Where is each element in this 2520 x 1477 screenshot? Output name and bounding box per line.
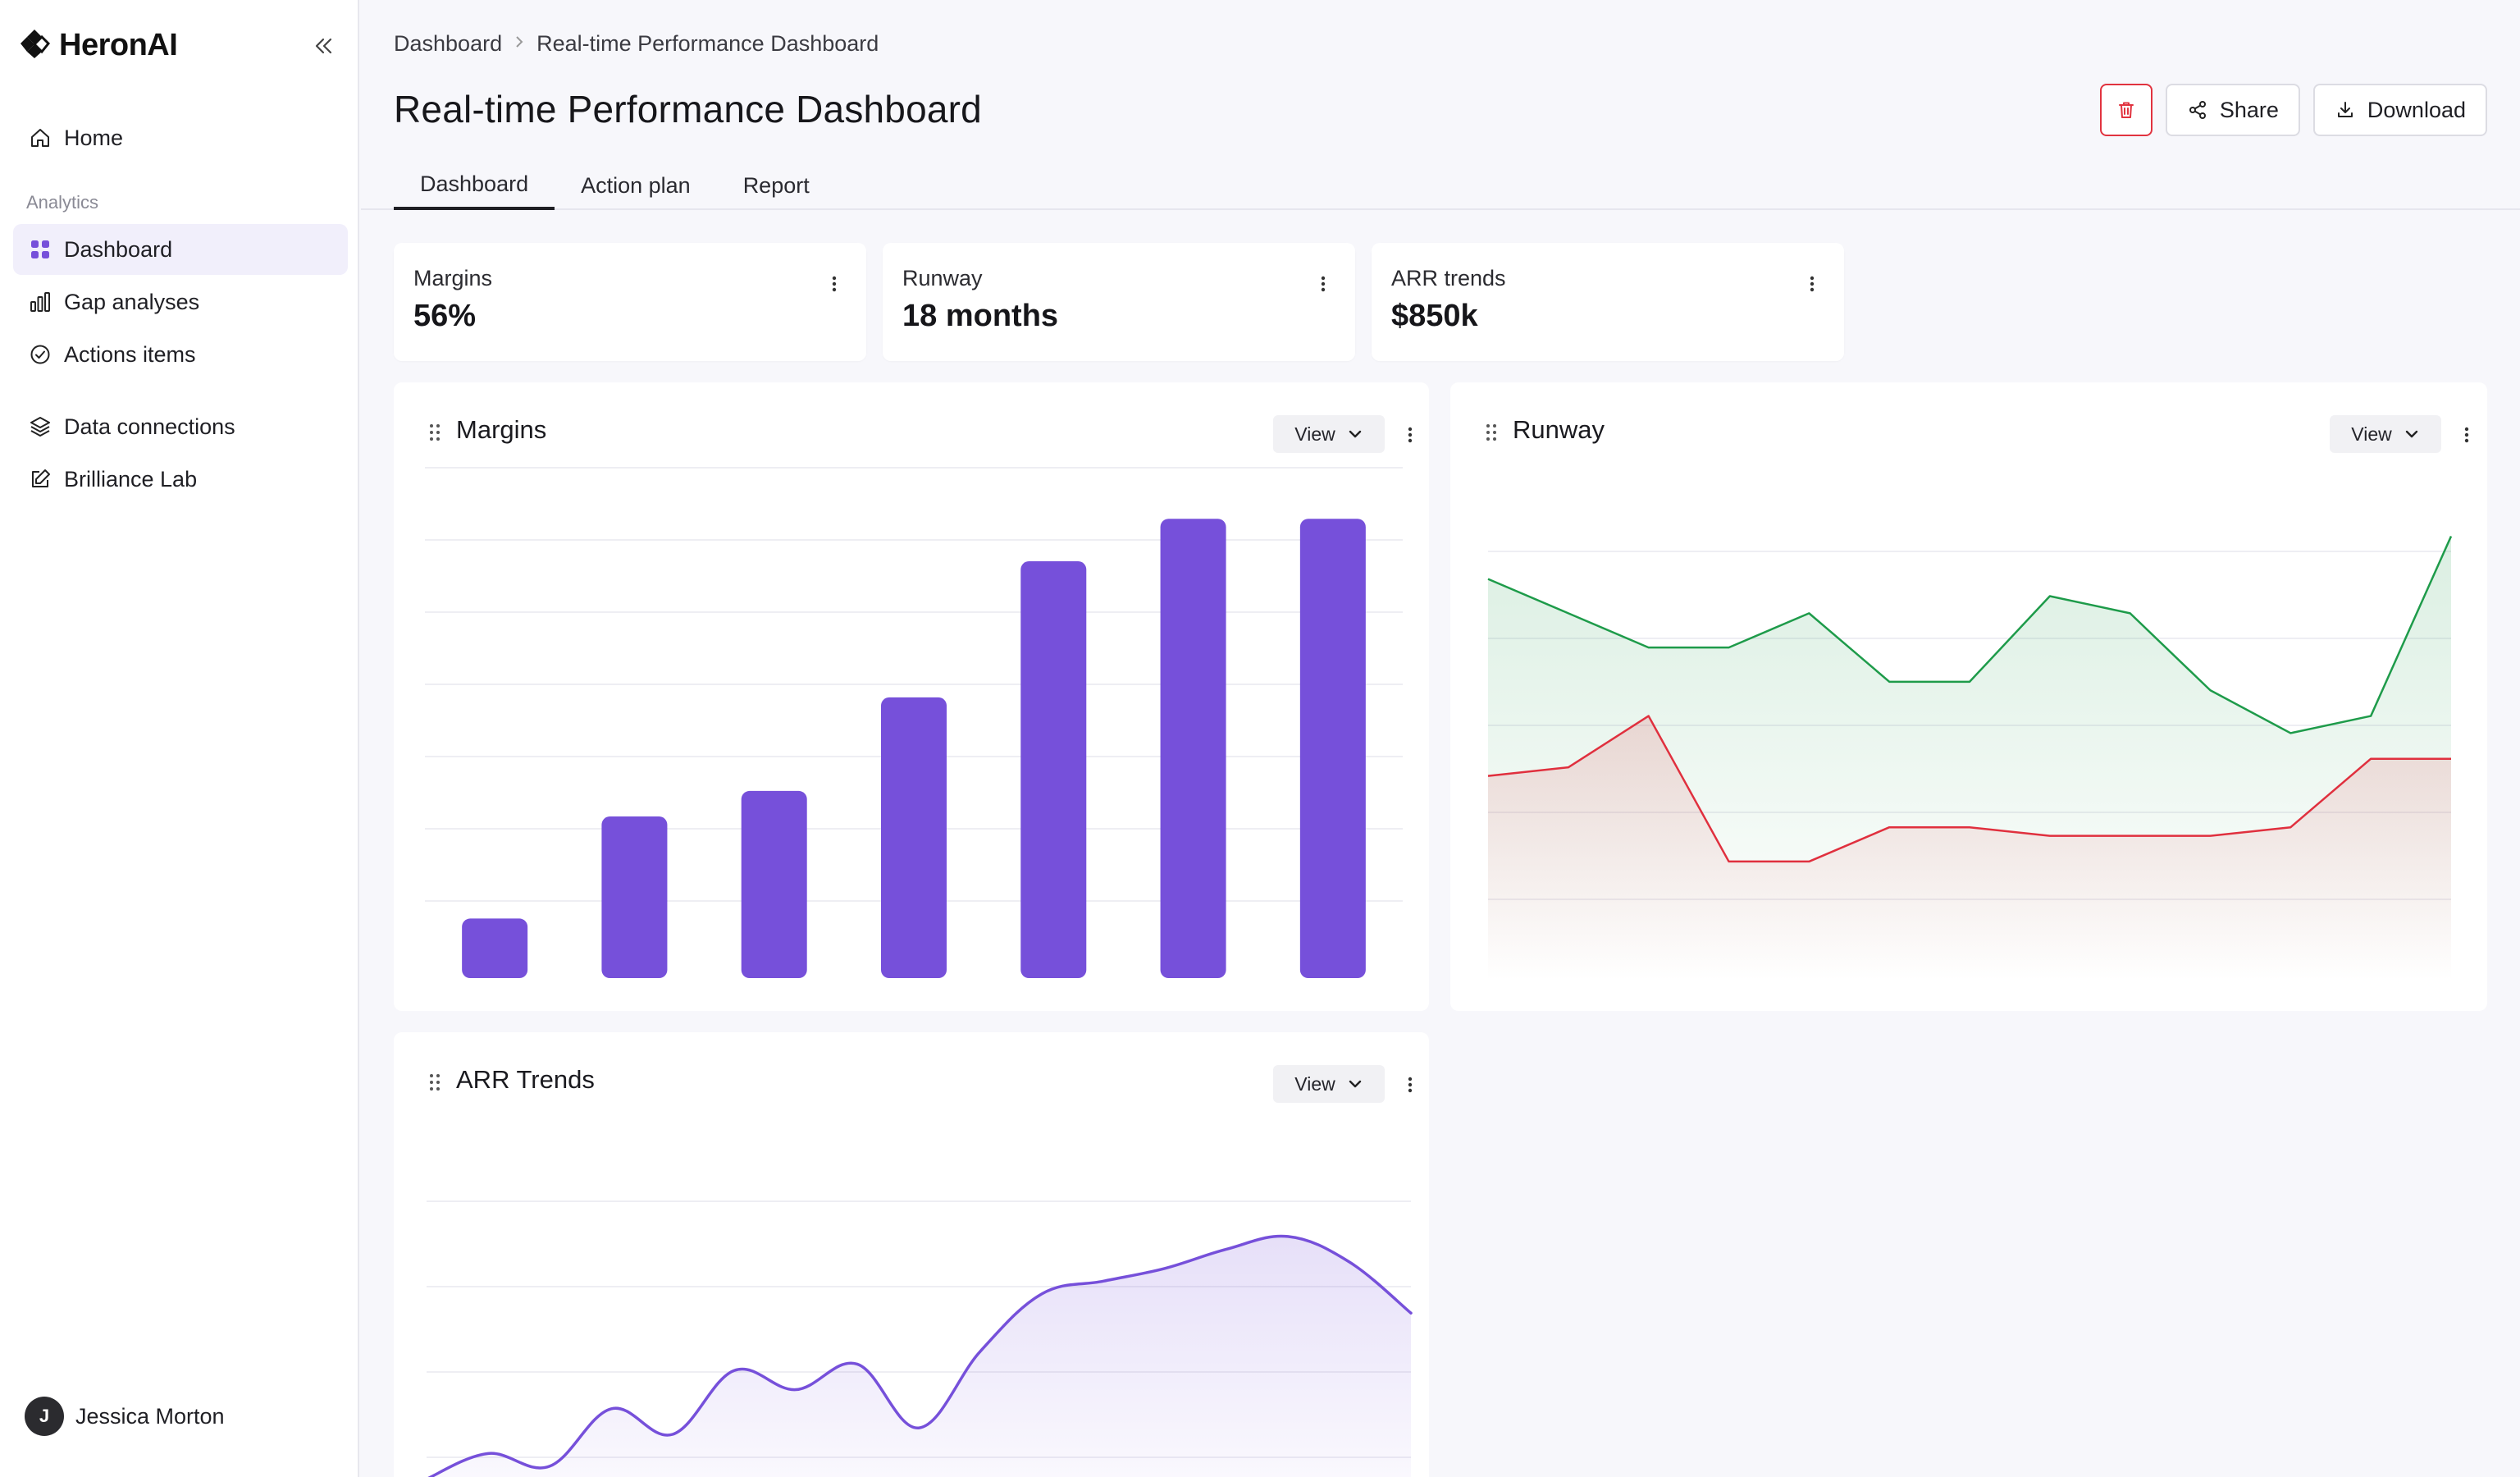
grid-icon: [31, 240, 49, 258]
brand[interactable]: HeronAI: [18, 25, 178, 66]
bar: [462, 918, 528, 978]
share-label: Share: [2219, 97, 2279, 122]
sidebar-item-gap-analyses[interactable]: Gap analyses: [13, 277, 348, 327]
tab-action-plan[interactable]: Action plan: [581, 172, 691, 198]
more-vertical-icon[interactable]: [1398, 418, 1422, 451]
drag-handle-icon[interactable]: [1483, 420, 1500, 445]
view-dropdown[interactable]: View: [1273, 1065, 1385, 1103]
sidebar-item-dashboard[interactable]: Dashboard: [13, 224, 348, 275]
bar-chart-icon: [30, 292, 50, 312]
layers-icon: [30, 417, 50, 437]
bar: [1160, 519, 1226, 978]
home-icon: [31, 129, 49, 147]
kpi-card-margins[interactable]: Margins 56%: [394, 243, 866, 361]
chart-card-arr-trends: ARR Trends View: [394, 1032, 1429, 1477]
kpi-value: $850k: [1391, 299, 1478, 333]
view-label: View: [1294, 1072, 1335, 1095]
chevron-right-icon: [514, 31, 525, 57]
drag-handle-icon[interactable]: [427, 420, 443, 445]
bar: [1020, 561, 1087, 978]
breadcrumb: Dashboard Real-time Performance Dashboar…: [394, 31, 879, 57]
page-actions: Share Download: [2099, 84, 2487, 136]
more-vertical-icon[interactable]: [1311, 268, 1335, 300]
tab-bar: Dashboard Action plan Report: [394, 161, 836, 210]
bar: [601, 816, 668, 978]
bar: [1299, 519, 1366, 978]
sidebar: HeronAI Home Analytics Dashboard Gap ana…: [0, 0, 359, 1477]
download-icon: [2337, 102, 2353, 117]
chart-title: ARR Trends: [456, 1065, 595, 1094]
user-profile[interactable]: J Jessica Morton: [25, 1397, 225, 1436]
download-button[interactable]: Download: [2312, 84, 2487, 136]
sidebar-item-data-connections[interactable]: Data connections: [13, 401, 348, 452]
chart-title: Margins: [456, 415, 547, 444]
edit-icon: [32, 469, 50, 487]
series-line: [427, 1234, 1413, 1477]
series-area: [431, 1236, 1411, 1477]
chevron-down-icon: [1349, 1080, 1361, 1088]
kpi-label: Runway: [902, 266, 983, 290]
page-title: Real-time Performance Dashboard: [394, 88, 982, 130]
share-icon: [2189, 101, 2206, 119]
avatar: J: [25, 1397, 64, 1436]
sidebar-item-label: Actions items: [64, 341, 196, 367]
chart-card-runway: Runway View: [1450, 382, 2487, 1011]
sidebar-item-label: Home: [64, 125, 124, 150]
share-button[interactable]: Share: [2165, 84, 2300, 136]
kpi-card-arr-trends[interactable]: ARR trends $850k: [1372, 243, 1844, 361]
breadcrumb-current: Real-time Performance Dashboard: [536, 31, 879, 56]
check-circle-icon: [30, 345, 50, 364]
more-vertical-icon[interactable]: [1398, 1068, 1422, 1101]
more-vertical-icon[interactable]: [1800, 268, 1824, 300]
sidebar-item-label: Brilliance Lab: [64, 466, 198, 492]
tab-report[interactable]: Report: [742, 172, 810, 198]
sidebar-item-brilliance-lab[interactable]: Brilliance Lab: [13, 454, 348, 505]
brand-name: HeronAI: [59, 27, 178, 62]
collapse-sidebar-icon[interactable]: [310, 31, 335, 61]
kpi-value: 18 months: [902, 299, 1059, 333]
chevron-down-icon: [2405, 430, 2417, 438]
kpi-label: Margins: [413, 266, 493, 290]
delete-button[interactable]: [2099, 84, 2152, 136]
main-content: Dashboard Real-time Performance Dashboar…: [361, 0, 2520, 1477]
more-vertical-icon[interactable]: [822, 268, 847, 300]
chart-card-margins: Margins View: [394, 382, 1429, 1011]
view-label: View: [1294, 423, 1335, 445]
series-line: [1487, 535, 2453, 734]
chevron-down-icon: [1349, 430, 1361, 438]
chart-title: Runway: [1513, 415, 1605, 444]
sidebar-section-label: Analytics: [26, 192, 99, 213]
sidebar-item-label: Gap analyses: [64, 289, 200, 314]
view-dropdown[interactable]: View: [1273, 415, 1385, 453]
tab-dashboard[interactable]: Dashboard: [394, 161, 555, 210]
bar: [741, 790, 807, 978]
series-line: [1487, 715, 2451, 863]
more-vertical-icon[interactable]: [2454, 418, 2479, 451]
view-label: View: [2351, 423, 2392, 445]
sidebar-item-label: Dashboard: [64, 236, 173, 262]
arr-area-chart: [427, 1200, 1413, 1477]
sidebar-item-action-items[interactable]: Actions items: [13, 329, 348, 380]
download-label: Download: [2367, 97, 2466, 122]
heron-logo-icon: [18, 27, 51, 64]
trash-icon: [2118, 102, 2134, 118]
kpi-value: 56%: [413, 299, 477, 333]
margins-bar-chart: [425, 467, 1403, 978]
bar: [881, 697, 947, 978]
series-area: [1488, 716, 2451, 981]
sidebar-item-label: Data connections: [64, 414, 235, 439]
drag-handle-icon[interactable]: [427, 1070, 443, 1095]
kpi-label: ARR trends: [1391, 266, 1506, 290]
tabs-divider: [361, 208, 2520, 210]
breadcrumb-root[interactable]: Dashboard: [394, 31, 503, 56]
kpi-card-runway[interactable]: Runway 18 months: [883, 243, 1355, 361]
view-dropdown[interactable]: View: [2330, 415, 2441, 453]
sidebar-item-home[interactable]: Home: [13, 112, 348, 163]
runway-area-chart: [1487, 535, 2453, 981]
user-name: Jessica Morton: [75, 1403, 225, 1429]
